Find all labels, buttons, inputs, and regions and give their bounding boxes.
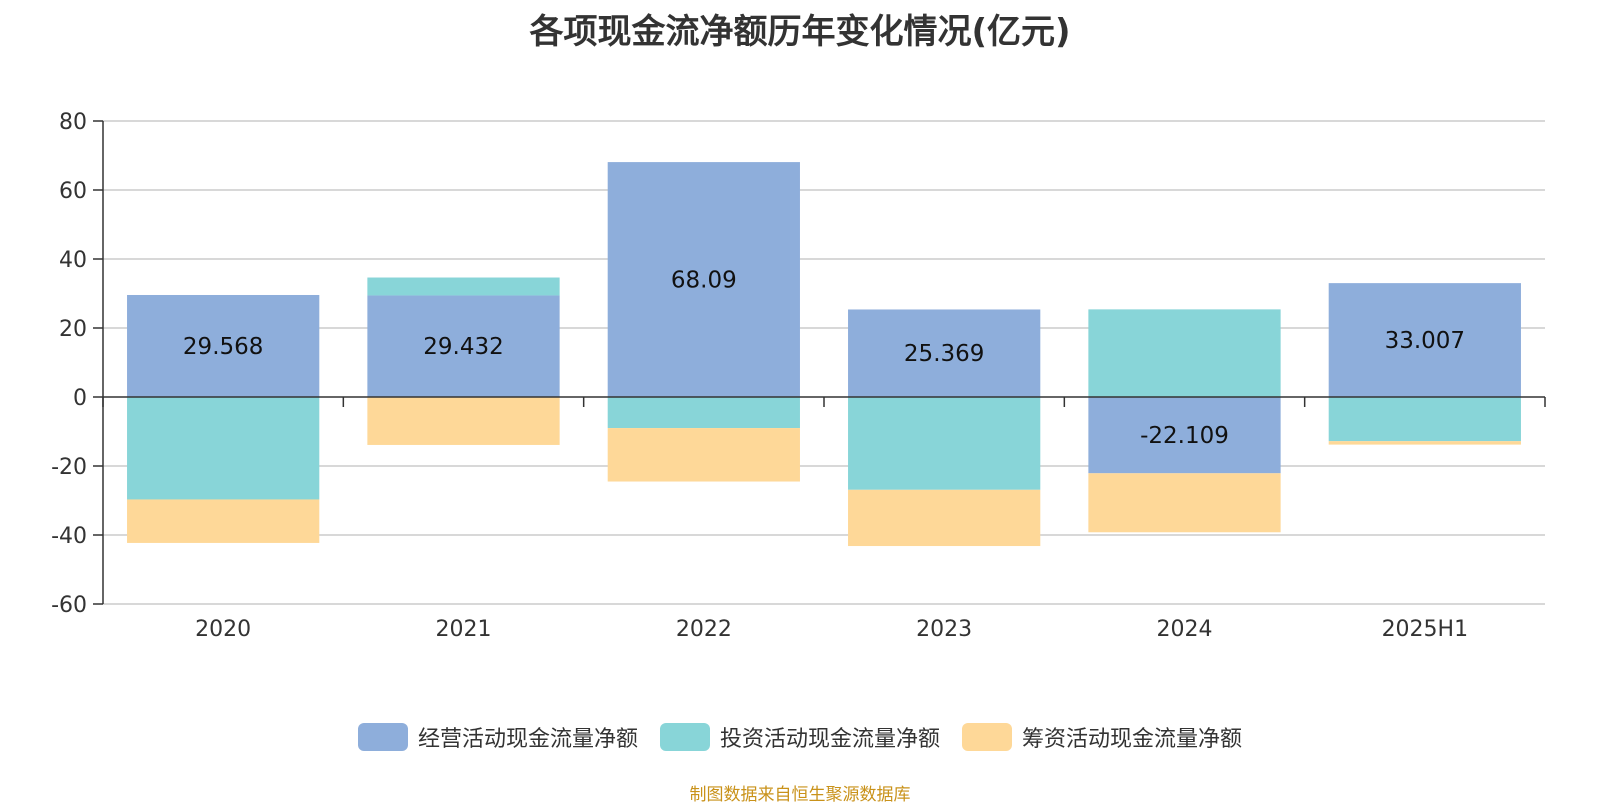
- y-tick-label: -20: [51, 455, 87, 480]
- bar-2024-series-0: [1088, 397, 1281, 474]
- bar-2025H1-series-0: [1328, 283, 1521, 397]
- bar-2021-series-1: [367, 277, 560, 296]
- bar-2020-series-1: [127, 397, 320, 500]
- bar-2022-series-0: [607, 162, 800, 397]
- legend-label-financing: 筹资活动现金流量净额: [1022, 727, 1243, 752]
- x-tick-label: 2022: [676, 617, 732, 642]
- data-source-note: 制图数据来自恒生聚源数据库: [689, 785, 911, 805]
- legend-label-operating: 经营活动现金流量净额: [417, 727, 638, 752]
- legend-swatch-operating: [357, 723, 408, 751]
- bar-2020-series-0: [127, 294, 320, 397]
- bar-2023-series-2: [848, 489, 1041, 547]
- chart-title: 各项现金流净额历年变化情况(亿元): [529, 12, 1071, 52]
- x-tick-label: 2023: [916, 617, 972, 642]
- bar-2024-series-1: [1088, 309, 1281, 397]
- y-tick-label: 0: [73, 386, 87, 411]
- data-label: 33.007: [1385, 328, 1465, 354]
- y-tick-label: -60: [51, 593, 87, 618]
- legend-swatch-investing: [659, 723, 710, 751]
- x-tick-label: 2020: [195, 617, 251, 642]
- x-tick-label: 2021: [436, 617, 492, 642]
- legend-swatch-financing: [962, 723, 1012, 751]
- data-label: 25.369: [904, 341, 984, 367]
- legend-label-investing: 投资活动现金流量净额: [719, 727, 940, 752]
- y-tick-label: 20: [59, 317, 87, 342]
- bar-2021-series-2: [367, 397, 560, 445]
- data-label: -22.109: [1140, 423, 1229, 449]
- bar-2023-series-1: [848, 397, 1041, 490]
- data-label: 68.09: [671, 268, 737, 294]
- bar-2022-series-1: [607, 397, 800, 429]
- bar-2025H1-series-2: [1328, 441, 1521, 445]
- legend-item-operating[interactable]: 经营活动现金流量净额: [357, 721, 638, 753]
- y-tick-label: 80: [59, 110, 87, 135]
- y-tick-label: 40: [59, 248, 87, 273]
- bar-2025H1-series-1: [1328, 397, 1521, 442]
- bar-2023-series-0: [848, 309, 1041, 397]
- legend-item-investing[interactable]: 投资活动现金流量净额: [659, 721, 940, 753]
- bar-2022-series-2: [607, 428, 800, 482]
- x-tick-label: 2025H1: [1382, 617, 1469, 642]
- x-tick-label: 2024: [1157, 617, 1213, 642]
- y-tick-label: 60: [59, 179, 87, 204]
- legend: 经营活动现金流量净额 投资活动现金流量净额 筹资活动现金流量净额: [0, 721, 1600, 753]
- data-label: 29.432: [423, 334, 503, 360]
- y-tick-label: -40: [51, 524, 87, 549]
- bar-2020-series-2: [127, 499, 320, 543]
- bar-2021-series-0: [367, 295, 560, 397]
- bar-2024-series-2: [1088, 473, 1281, 533]
- data-label: 29.568: [183, 334, 263, 360]
- legend-item-financing[interactable]: 筹资活动现金流量净额: [962, 721, 1242, 753]
